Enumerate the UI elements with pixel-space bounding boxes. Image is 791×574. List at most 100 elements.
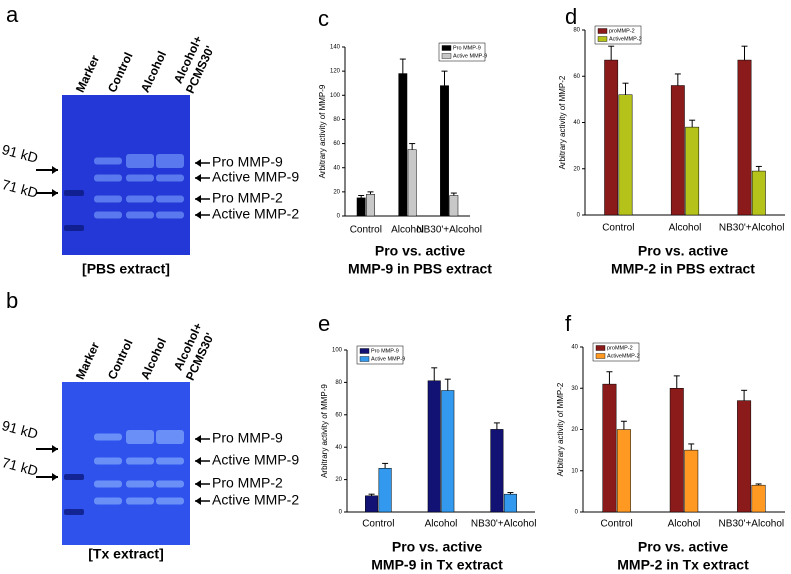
- x-tick-label: Control: [601, 519, 633, 530]
- legend-swatch: [441, 45, 452, 51]
- legend-label: proMMP-2: [607, 345, 633, 351]
- gel-band: [156, 430, 184, 444]
- y-tick-label: 80: [333, 117, 340, 123]
- legend-swatch: [441, 53, 452, 59]
- gel-band: [156, 480, 184, 488]
- gel-band: [94, 457, 122, 465]
- arrow-head: [52, 166, 58, 174]
- error-bar: [622, 82, 629, 95]
- bar: [737, 400, 752, 513]
- arrow-head: [52, 473, 58, 481]
- y-axis-label: Arbitrary activity of MMP-9: [320, 384, 329, 478]
- x-tick-label: NB30'+Alcohol: [471, 519, 537, 530]
- bar: [427, 380, 441, 513]
- bar: [751, 170, 766, 216]
- error-bar: [431, 367, 438, 381]
- y-tick-label: 60: [573, 74, 580, 80]
- y-tick-label: 40: [573, 120, 580, 126]
- y-tick-label: 60: [335, 412, 342, 418]
- y-tick-label: 0: [575, 510, 579, 516]
- gel-band: [94, 433, 122, 441]
- gel-band: [94, 497, 122, 505]
- legend-swatch: [359, 348, 370, 354]
- error-bar: [358, 194, 365, 198]
- legend-label: Pro MMP-9: [371, 348, 399, 354]
- size-label: 71 kD: [0, 454, 39, 479]
- bar: [618, 94, 633, 216]
- x-tick-label: Control: [602, 223, 634, 234]
- legend-label: ActiveMMP-2: [607, 353, 640, 359]
- error-bar: [450, 192, 457, 196]
- bar: [449, 195, 459, 217]
- legend-swatch: [597, 36, 608, 42]
- x-tick-label: Alcohol: [669, 223, 702, 234]
- y-tick-label: 0: [339, 510, 343, 516]
- chart-subtitle: MMP-9 in Tx extract: [371, 557, 503, 573]
- band-label: Active MMP-2: [212, 492, 299, 508]
- y-tick-label: 140: [330, 45, 341, 51]
- bar: [685, 126, 700, 216]
- error-bar: [688, 443, 695, 451]
- error-bar: [674, 73, 681, 86]
- panel-letter: e: [318, 311, 330, 336]
- error-bar: [493, 422, 500, 430]
- x-tick-label: NB30'+Alcohol: [719, 519, 785, 530]
- lane-label: Control: [105, 337, 136, 382]
- gel-band: [156, 457, 184, 465]
- lane-label: Marker: [73, 340, 102, 382]
- y-tick-label: 80: [573, 28, 580, 34]
- bar: [616, 429, 631, 513]
- x-tick-label: Alcohol: [391, 225, 424, 236]
- y-tick-label: 10: [571, 468, 578, 474]
- error-bar: [507, 492, 514, 495]
- y-tick-label: 20: [335, 477, 342, 483]
- bar: [604, 59, 619, 216]
- error-bar: [444, 378, 451, 391]
- error-bar: [741, 389, 748, 401]
- bar: [441, 390, 455, 513]
- y-tick-label: 30: [571, 386, 578, 392]
- chart-subtitle: MMP-2 in Tx extract: [617, 557, 749, 573]
- lane-label: Alcohol: [138, 49, 169, 95]
- y-tick-label: 0: [577, 213, 581, 219]
- band-label: Active MMP-9: [212, 169, 299, 185]
- x-tick-label: Control: [362, 519, 394, 530]
- legend-swatch: [597, 28, 608, 34]
- error-bar: [409, 143, 416, 150]
- panel-letter: d: [565, 4, 577, 29]
- chart-title: Pro vs. active: [638, 243, 728, 259]
- x-tick-label: NB30'+Alcohol: [719, 223, 785, 234]
- marker-band: [64, 474, 84, 480]
- y-tick-label: 20: [571, 427, 578, 433]
- y-tick-label: 80: [335, 380, 342, 386]
- error-bar: [382, 462, 389, 469]
- error-bar: [367, 191, 374, 195]
- y-axis-label: Arbitrary activity of MMP-9: [318, 84, 327, 178]
- panel-letter: f: [565, 311, 572, 336]
- bar: [366, 194, 375, 217]
- marker-band: [64, 190, 84, 196]
- panel-letter: a: [6, 2, 19, 27]
- chart-title: Pro vs. active: [375, 243, 465, 259]
- panel-letter: c: [318, 6, 329, 31]
- gel-band: [94, 157, 122, 165]
- y-tick-label: 100: [332, 348, 343, 354]
- arrow-head: [195, 497, 201, 505]
- x-tick-label: Alcohol: [425, 519, 458, 530]
- error-bar: [368, 493, 375, 496]
- legend-swatch: [359, 356, 370, 362]
- arrow-head: [195, 159, 201, 167]
- arrow-head: [195, 211, 201, 219]
- gel-band: [94, 195, 122, 203]
- marker-band: [64, 509, 84, 515]
- gel-band: [156, 497, 184, 505]
- gel-caption: [Tx extract]: [88, 546, 163, 562]
- gel-band: [126, 430, 154, 444]
- bar: [490, 429, 504, 513]
- legend-label: proMMP-2: [609, 28, 635, 34]
- arrow-head: [195, 435, 201, 443]
- bar: [378, 468, 392, 513]
- gel-band: [156, 195, 184, 203]
- y-tick-label: 40: [333, 165, 340, 171]
